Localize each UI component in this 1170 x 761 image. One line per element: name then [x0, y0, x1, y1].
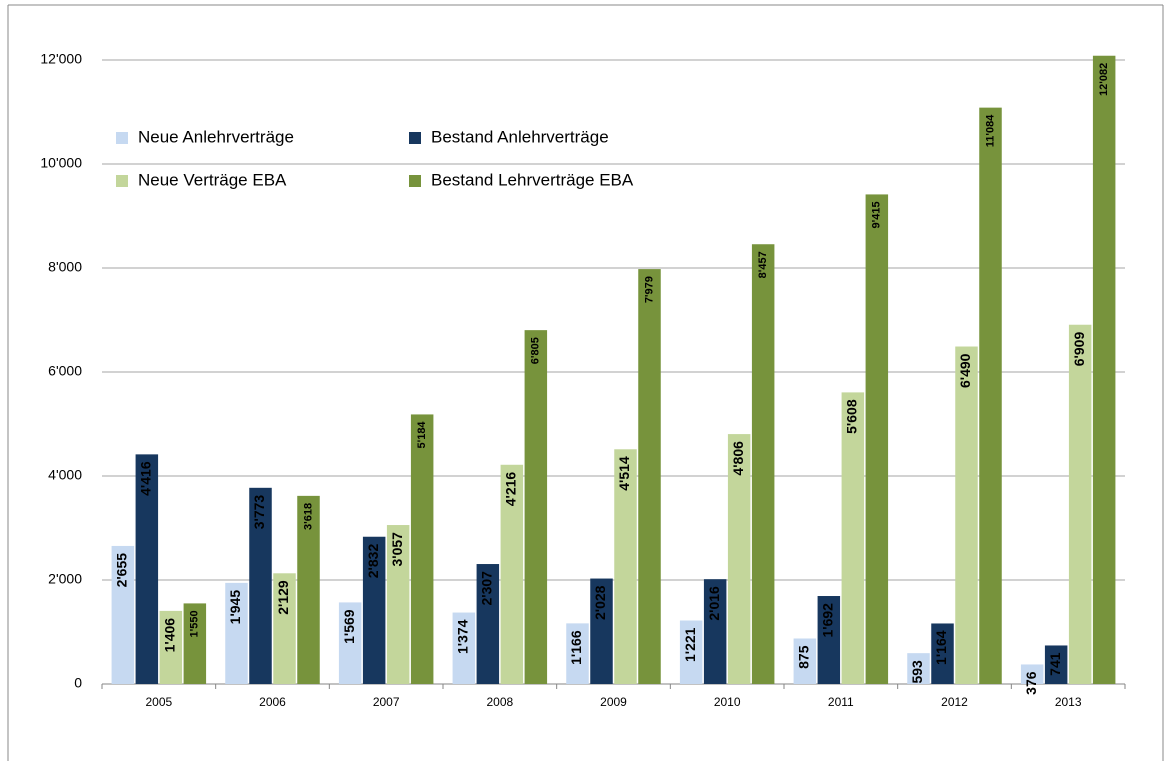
y-tick-label: 10'000: [40, 155, 82, 171]
bar: [793, 638, 817, 684]
value-label: 8'457: [757, 251, 769, 278]
value-label: 1'406: [162, 618, 178, 653]
value-label: 5'608: [844, 399, 860, 434]
value-label: 9'415: [871, 201, 883, 228]
value-label: 7'979: [643, 276, 655, 303]
value-label: 1'692: [820, 603, 836, 638]
x-tick-label: 2013: [1055, 695, 1082, 709]
bar: [135, 454, 159, 684]
x-tick-label: 2007: [373, 695, 400, 709]
bar: [751, 244, 775, 684]
value-label: 4'806: [730, 441, 746, 476]
bar: [841, 392, 865, 684]
y-tick-label: 4'000: [48, 467, 82, 483]
value-label: 4'216: [503, 472, 519, 507]
value-label: 741: [1047, 652, 1063, 676]
bar: [249, 487, 272, 684]
value-label: 1'569: [341, 609, 357, 644]
value-label: 1'374: [455, 619, 471, 654]
value-label: 3'618: [302, 503, 314, 530]
bar: [386, 525, 410, 684]
value-label: 2'655: [114, 553, 130, 588]
value-label: 1'166: [568, 630, 584, 665]
bar: [273, 573, 296, 684]
value-label: 2'307: [479, 571, 495, 606]
legend-swatch: [409, 175, 421, 187]
bar: [1068, 324, 1092, 684]
legend-swatch: [409, 132, 421, 144]
bar: [159, 610, 183, 684]
value-label: 1'221: [682, 627, 698, 662]
legend-swatch: [116, 132, 128, 144]
value-label: 4'416: [138, 461, 154, 496]
bar: [590, 578, 613, 684]
bar: [566, 623, 589, 684]
x-tick-label: 2010: [714, 695, 741, 709]
value-label: 4'514: [616, 456, 632, 491]
value-label: 1'164: [933, 630, 949, 665]
y-tick-label: 2'000: [48, 571, 82, 587]
bar: [979, 107, 1002, 684]
bar: [1020, 664, 1044, 684]
bar: [524, 330, 548, 684]
bar: [111, 545, 135, 684]
bar: [955, 346, 978, 684]
value-label: 875: [796, 645, 812, 669]
value-label: 3'057: [389, 532, 405, 567]
bar: [362, 536, 386, 684]
legend-label: Neue Anlehrverträge: [138, 127, 294, 146]
y-tick-label: 0: [74, 675, 82, 691]
y-tick-label: 6'000: [48, 363, 82, 379]
bar: [452, 612, 476, 684]
bar: [1092, 55, 1116, 684]
value-label: 376: [1023, 671, 1039, 695]
value-label: 3'773: [251, 495, 267, 530]
legend-label: Bestand Lehrverträge EBA: [431, 170, 634, 189]
value-label: 2'832: [365, 544, 381, 579]
x-tick-label: 2011: [828, 695, 854, 709]
bar: [703, 579, 727, 684]
legend-label: Neue Verträge EBA: [138, 170, 287, 189]
x-tick-label: 2008: [486, 695, 513, 709]
x-tick-label: 2005: [145, 695, 172, 709]
bar: [817, 596, 841, 684]
bar: [931, 623, 954, 684]
bar: [907, 653, 930, 684]
value-label: 11'084: [984, 114, 996, 147]
value-label: 593: [909, 660, 925, 684]
y-tick-label: 8'000: [48, 259, 82, 275]
value-label: 6'490: [957, 353, 973, 388]
legend-swatch: [116, 175, 128, 187]
value-label: 1'945: [227, 590, 243, 625]
bar: [225, 582, 248, 684]
bar: [679, 620, 703, 684]
bar: [614, 449, 637, 684]
value-label: 2'028: [592, 585, 608, 620]
value-label: 5'184: [416, 421, 428, 449]
bar: [183, 603, 207, 684]
x-tick-label: 2009: [600, 695, 627, 709]
bar: [500, 464, 524, 684]
value-label: 12'082: [1098, 63, 1110, 96]
x-tick-label: 2006: [259, 695, 286, 709]
value-label: 6'909: [1071, 332, 1087, 367]
value-label: 2'129: [275, 580, 291, 615]
bar: [338, 602, 362, 684]
bar: [476, 564, 500, 684]
bar: [865, 194, 889, 685]
y-tick-label: 12'000: [40, 51, 82, 67]
legend-label: Bestand Anlehrverträge: [431, 127, 609, 146]
bar: [1044, 645, 1068, 684]
bar: [727, 434, 751, 684]
bar: [297, 495, 320, 684]
bar: [410, 414, 434, 684]
x-tick-label: 2012: [941, 695, 968, 709]
value-label: 6'805: [530, 337, 542, 364]
value-label: 1'550: [189, 610, 201, 637]
bar: [638, 269, 661, 684]
value-label: 2'016: [706, 586, 722, 621]
